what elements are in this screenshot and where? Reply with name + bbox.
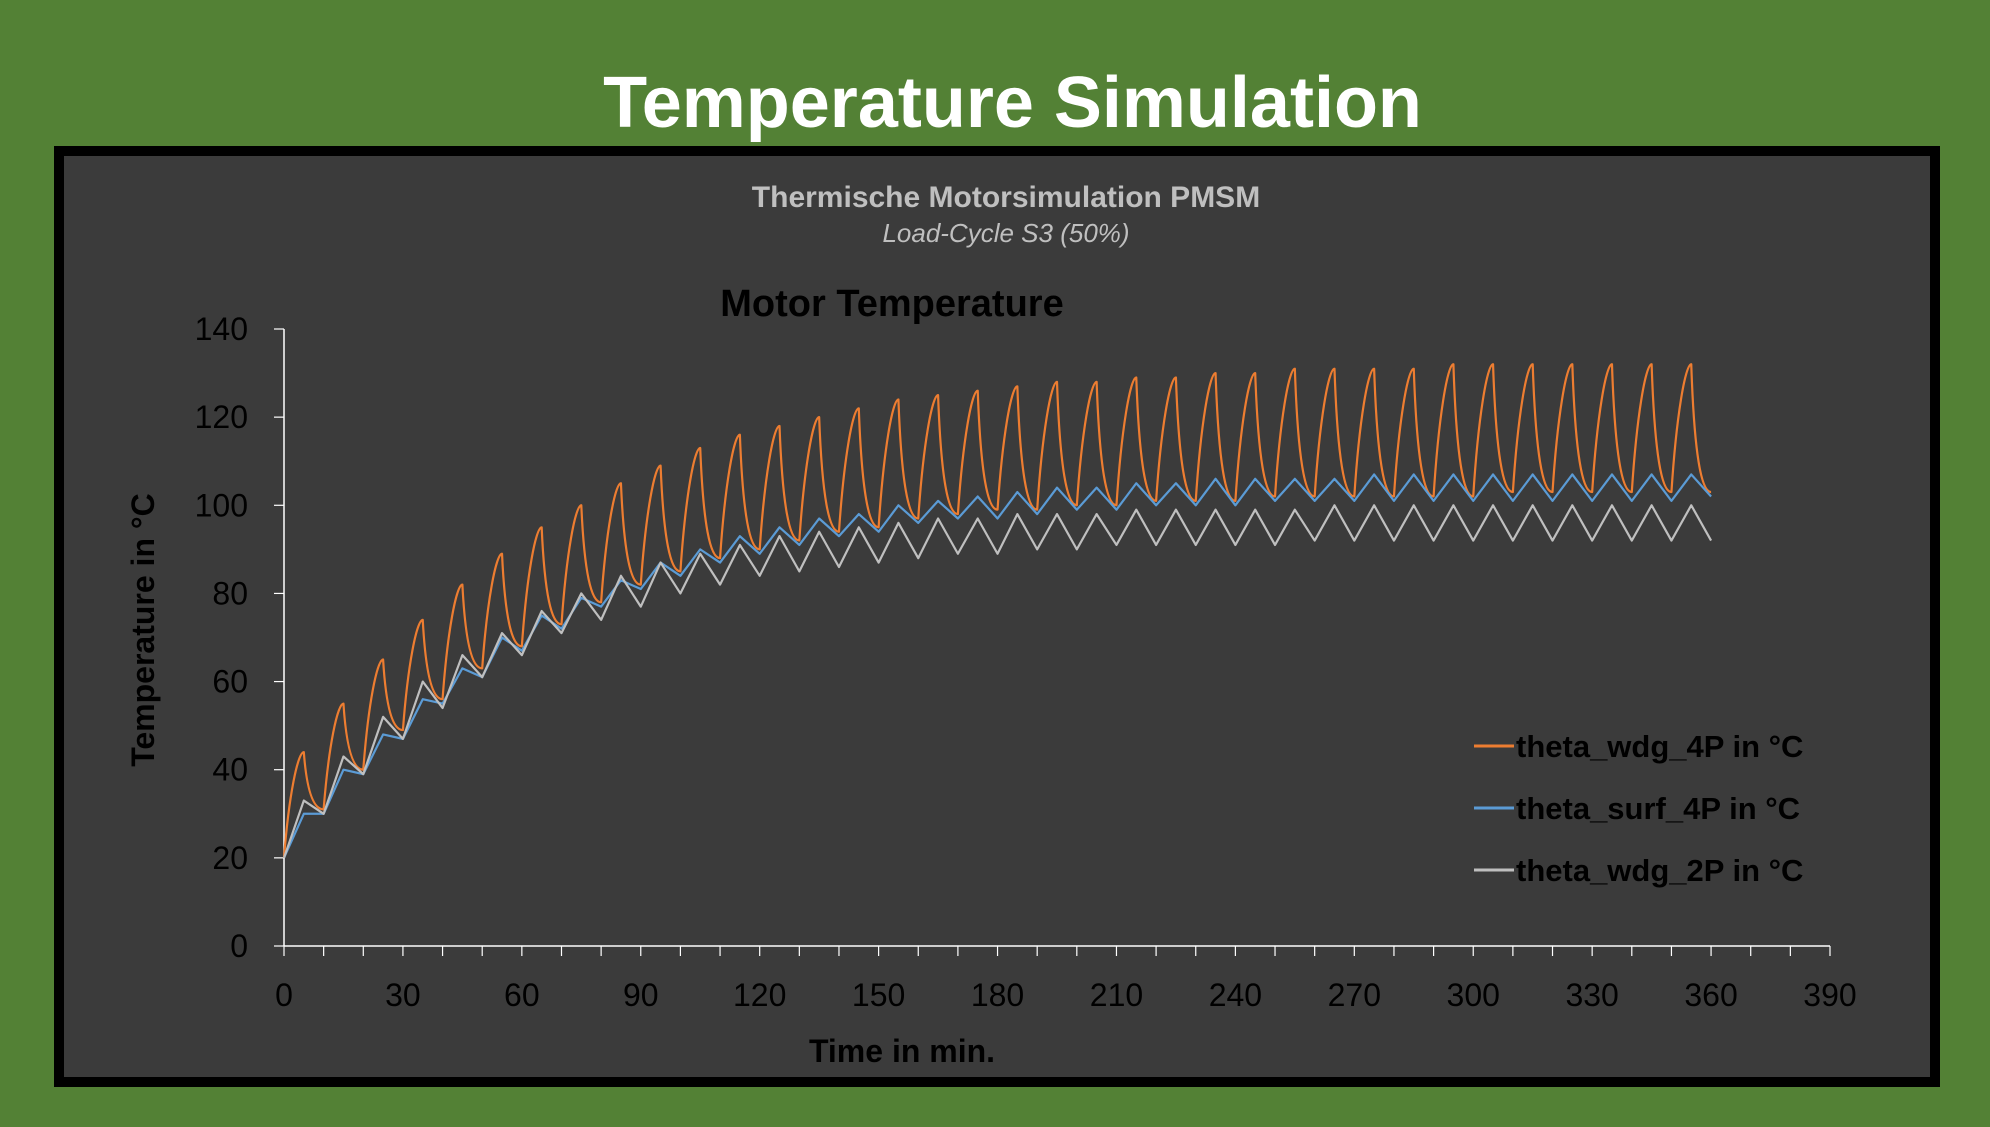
x-tick-label: 180 <box>971 977 1024 1013</box>
legend-label: theta_wdg_2P in °C <box>1516 853 1803 888</box>
x-tick-label: 330 <box>1565 977 1618 1013</box>
x-tick-label: 120 <box>733 977 786 1013</box>
y-tick-label: 60 <box>212 664 248 700</box>
y-tick-label: 120 <box>195 399 248 435</box>
chart-heading: Thermische Motorsimulation PMSM <box>752 181 1260 214</box>
x-tick-label: 30 <box>385 977 421 1013</box>
legend: theta_wdg_4P in °C theta_surf_4P in °C the… <box>1474 729 1803 888</box>
y-tick-label: 80 <box>212 575 248 611</box>
chart-subheading: Load-Cycle S3 (50%) <box>882 218 1129 248</box>
x-tick-label: 0 <box>275 977 293 1013</box>
y-tick-label: 20 <box>212 840 248 876</box>
x-tick-label: 60 <box>504 977 540 1013</box>
y-tick-label: 40 <box>212 752 248 788</box>
y-tick-label: 140 <box>195 311 248 347</box>
x-axis-label: Time in min. <box>809 1033 995 1069</box>
x-tick-label: 360 <box>1684 977 1737 1013</box>
y-tick-label: 100 <box>195 487 248 523</box>
axes: 0 30 60 90 120 150 180 210 240 270 300 330 360 390 0 20… <box>195 311 1857 1013</box>
chart-svg: Thermische Motorsimulation PMSM Load-Cyc… <box>125 181 1857 1069</box>
x-tick-label: 390 <box>1803 977 1856 1013</box>
chart-frame: Thermische Motorsimulation PMSM Load-Cyc… <box>54 146 1940 1087</box>
series-layer <box>282 363 1713 859</box>
legend-label: theta_surf_4P in °C <box>1516 791 1800 826</box>
x-tick-label: 210 <box>1090 977 1143 1013</box>
x-tick-label: 270 <box>1328 977 1381 1013</box>
series-line <box>282 473 1712 859</box>
x-tick-label: 90 <box>623 977 659 1013</box>
x-tick-label: 240 <box>1209 977 1262 1013</box>
series-line <box>282 363 1712 858</box>
y-tick-label: 0 <box>230 928 248 964</box>
series-line <box>282 504 1713 859</box>
x-tick-label: 300 <box>1447 977 1500 1013</box>
slide-title: Temperature Simulation <box>603 63 1422 143</box>
y-axis-label: Temperature in °C <box>125 493 161 767</box>
legend-label: theta_wdg_4P in °C <box>1516 729 1803 764</box>
x-tick-label: 150 <box>852 977 905 1013</box>
chart-title: Motor Temperature <box>720 283 1063 325</box>
